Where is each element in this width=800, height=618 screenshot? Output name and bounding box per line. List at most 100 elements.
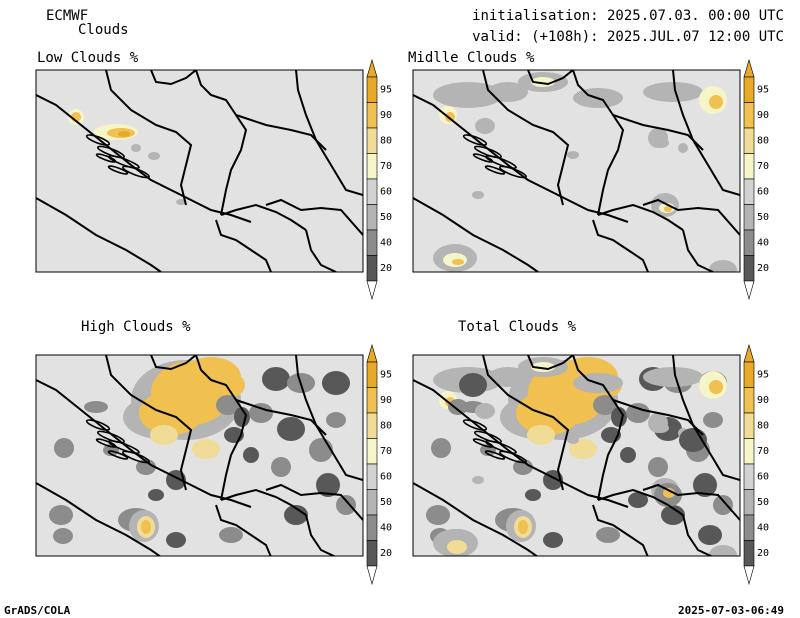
colorbar-label: 60 <box>380 187 392 198</box>
cloud-area <box>709 545 737 556</box>
colorbar-high: 95 90 80 70 60 50 40 20 <box>366 343 392 586</box>
colorbar-segment <box>366 387 378 414</box>
cloud-area <box>567 151 579 159</box>
colorbar-label: 95 <box>757 85 769 96</box>
footer-timestamp: 2025-07-03-06:49 <box>678 604 784 617</box>
border-line <box>215 219 272 272</box>
colorbar-segment <box>743 489 755 516</box>
cloud-area <box>664 206 672 212</box>
panel-title-low: Low Clouds % <box>37 50 139 66</box>
cloud-area <box>472 476 484 484</box>
cloud-area <box>243 447 259 463</box>
colorbar-label: 40 <box>757 523 769 534</box>
border-line <box>527 355 574 371</box>
colorbar-segment <box>743 361 755 388</box>
cloud-area <box>626 403 650 423</box>
cloud-area <box>192 439 220 459</box>
colorbar-segment <box>366 102 378 129</box>
map-panel-low <box>35 69 364 273</box>
map-panel-high <box>35 354 364 557</box>
colorbar-label: 90 <box>757 110 769 121</box>
island-outline <box>484 165 506 175</box>
valid-time: valid: (+108h): 2025.JUL.07 12:00 UTC <box>472 29 784 45</box>
colorbar-segment <box>743 127 755 154</box>
island-outline <box>462 419 488 431</box>
map-frame <box>412 354 741 557</box>
cloud-area <box>472 191 484 199</box>
cloud-area <box>309 438 333 462</box>
panel-title-high: High Clouds % <box>81 319 191 335</box>
colorbar-segment <box>743 178 755 205</box>
cloud-area <box>141 520 151 534</box>
cloud-area <box>569 439 597 459</box>
cloud-area <box>628 492 648 508</box>
footer-credit: GrADS/COLA <box>4 604 71 617</box>
border-line <box>220 488 307 516</box>
colorbar-segment <box>366 514 378 541</box>
island-outline <box>474 145 502 159</box>
colorbar-segment <box>743 387 755 414</box>
cloud-area <box>648 457 668 477</box>
colorbar-segment <box>743 102 755 129</box>
border-line <box>482 70 570 206</box>
colorbar-segment <box>743 255 755 282</box>
colorbar-segment <box>366 178 378 205</box>
border-line <box>150 70 197 86</box>
colorbar-segment <box>366 361 378 388</box>
colorbar-mid: 95 90 80 70 60 50 40 20 <box>743 58 769 301</box>
colorbar-label: 50 <box>380 212 392 223</box>
cloud-area <box>322 371 350 395</box>
border-line <box>482 355 570 491</box>
island-outline <box>484 450 506 460</box>
colorbar-segment <box>366 489 378 516</box>
colorbar-segment <box>366 540 378 567</box>
cloud-area <box>234 407 250 427</box>
cloud-area <box>663 488 675 498</box>
border-line <box>413 482 539 556</box>
cloud-area <box>336 495 356 515</box>
map-panel-total <box>412 354 741 557</box>
border-line <box>642 483 740 521</box>
colorbar-top-arrow <box>366 58 378 78</box>
cloud-area <box>326 412 346 428</box>
colorbar-segment <box>366 76 378 103</box>
colorbar-label: 60 <box>380 472 392 483</box>
border-line <box>597 203 684 231</box>
colorbar-label: 50 <box>380 497 392 508</box>
border-line <box>592 504 649 556</box>
cloud-area <box>176 199 186 205</box>
border-line <box>220 203 307 231</box>
border-line <box>682 514 714 556</box>
island-outline <box>85 419 111 431</box>
border-line <box>105 355 193 491</box>
border-line <box>572 355 625 501</box>
cloud-area <box>648 413 668 433</box>
cloud-area <box>431 438 451 458</box>
colorbar-bottom-arrow <box>366 280 378 301</box>
cloud-area <box>284 505 308 525</box>
colorbar-segment <box>743 153 755 180</box>
colorbar-label: 20 <box>380 548 392 559</box>
colorbar-label: 40 <box>380 238 392 249</box>
cloud-area <box>611 407 627 427</box>
border-line <box>413 94 629 223</box>
colorbar-segment <box>366 229 378 256</box>
colorbar-label: 90 <box>380 395 392 406</box>
colorbar-top-arrow <box>366 343 378 363</box>
colorbar-segment <box>366 438 378 465</box>
cloud-area <box>713 495 733 515</box>
cloud-area <box>426 505 450 525</box>
cloud-area <box>448 399 468 415</box>
cloud-area <box>596 527 620 543</box>
cloud-area <box>709 260 737 272</box>
cloud-area <box>703 412 723 428</box>
border-line <box>592 219 649 272</box>
island-outline <box>97 145 125 159</box>
colorbar-label: 95 <box>380 85 392 96</box>
colorbar-label: 95 <box>380 370 392 381</box>
colorbar-segment <box>366 255 378 282</box>
colorbar-segment <box>743 76 755 103</box>
border-line <box>235 114 327 151</box>
cloud-area <box>679 428 707 452</box>
cloud-area <box>488 82 528 102</box>
